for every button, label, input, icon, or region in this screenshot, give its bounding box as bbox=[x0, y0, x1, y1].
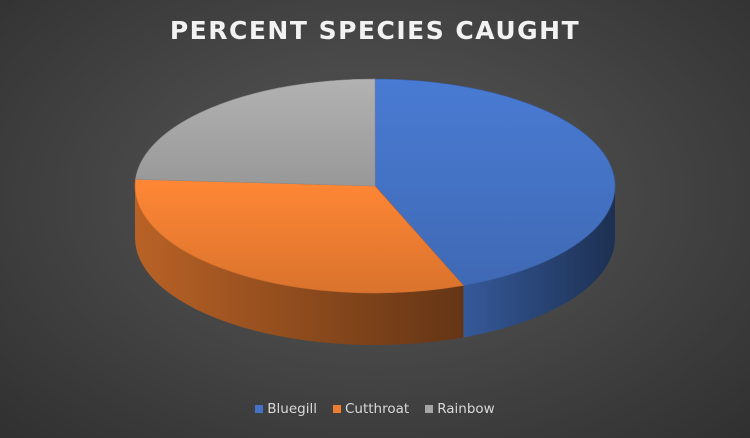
pie-side-group bbox=[135, 186, 615, 345]
pie-top-group bbox=[134, 78, 616, 294]
legend-item-bluegill: Bluegill bbox=[255, 401, 317, 417]
pie-slice-bluegill bbox=[374, 78, 616, 286]
legend-swatch-rainbow bbox=[425, 405, 434, 413]
pie-side-bluegill bbox=[463, 186, 615, 338]
pie-side-cutthroat bbox=[135, 186, 464, 345]
legend-label-bluegill: Bluegill bbox=[267, 401, 317, 417]
legend-swatch-bluegill bbox=[255, 405, 264, 413]
legend-label-cutthroat: Cutthroat bbox=[344, 401, 410, 417]
legend: Bluegill Cutthroat Rainbow bbox=[0, 401, 750, 417]
legend-swatch-cutthroat bbox=[332, 405, 341, 413]
chart-title: PERCENT SPECIES CAUGHT bbox=[169, 16, 581, 45]
legend-label-rainbow: Rainbow bbox=[437, 401, 495, 417]
pie-slice-cutthroat bbox=[134, 178, 464, 294]
legend-item-rainbow: Rainbow bbox=[425, 401, 495, 417]
legend-item-cutthroat: Cutthroat bbox=[332, 401, 410, 417]
pie-slice-rainbow bbox=[135, 78, 376, 187]
